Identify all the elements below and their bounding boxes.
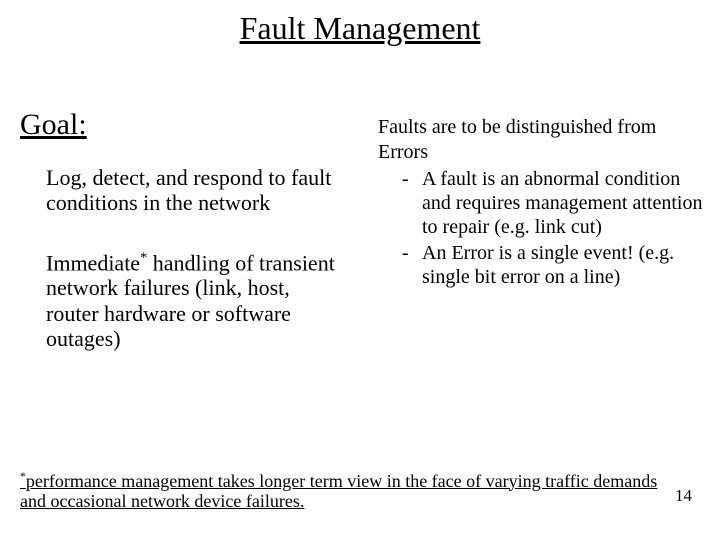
left-column: Log, detect, and respond to fault condit… — [46, 165, 346, 385]
slide-title: Fault Management — [0, 10, 720, 47]
page-number: 14 — [675, 486, 692, 506]
right-list: A fault is an abnormal condition and req… — [378, 167, 708, 289]
footnote: *performance management takes longer ter… — [20, 470, 660, 512]
list-item: An Error is a single event! (e.g. single… — [402, 241, 708, 289]
p2-pre: Immediate — [46, 250, 140, 275]
right-column: Faults are to be distinguished from Erro… — [378, 115, 708, 291]
footnote-text: performance management takes longer term… — [20, 471, 657, 512]
goal-paragraph-2: Immediate* handling of transient network… — [46, 250, 346, 352]
right-intro: Faults are to be distinguished from Erro… — [378, 115, 708, 165]
goal-paragraph-1: Log, detect, and respond to fault condit… — [46, 165, 346, 216]
goal-heading: Goal: — [20, 108, 87, 142]
slide: Fault Management Goal: Log, detect, and … — [0, 0, 720, 540]
list-item: A fault is an abnormal condition and req… — [402, 167, 708, 239]
